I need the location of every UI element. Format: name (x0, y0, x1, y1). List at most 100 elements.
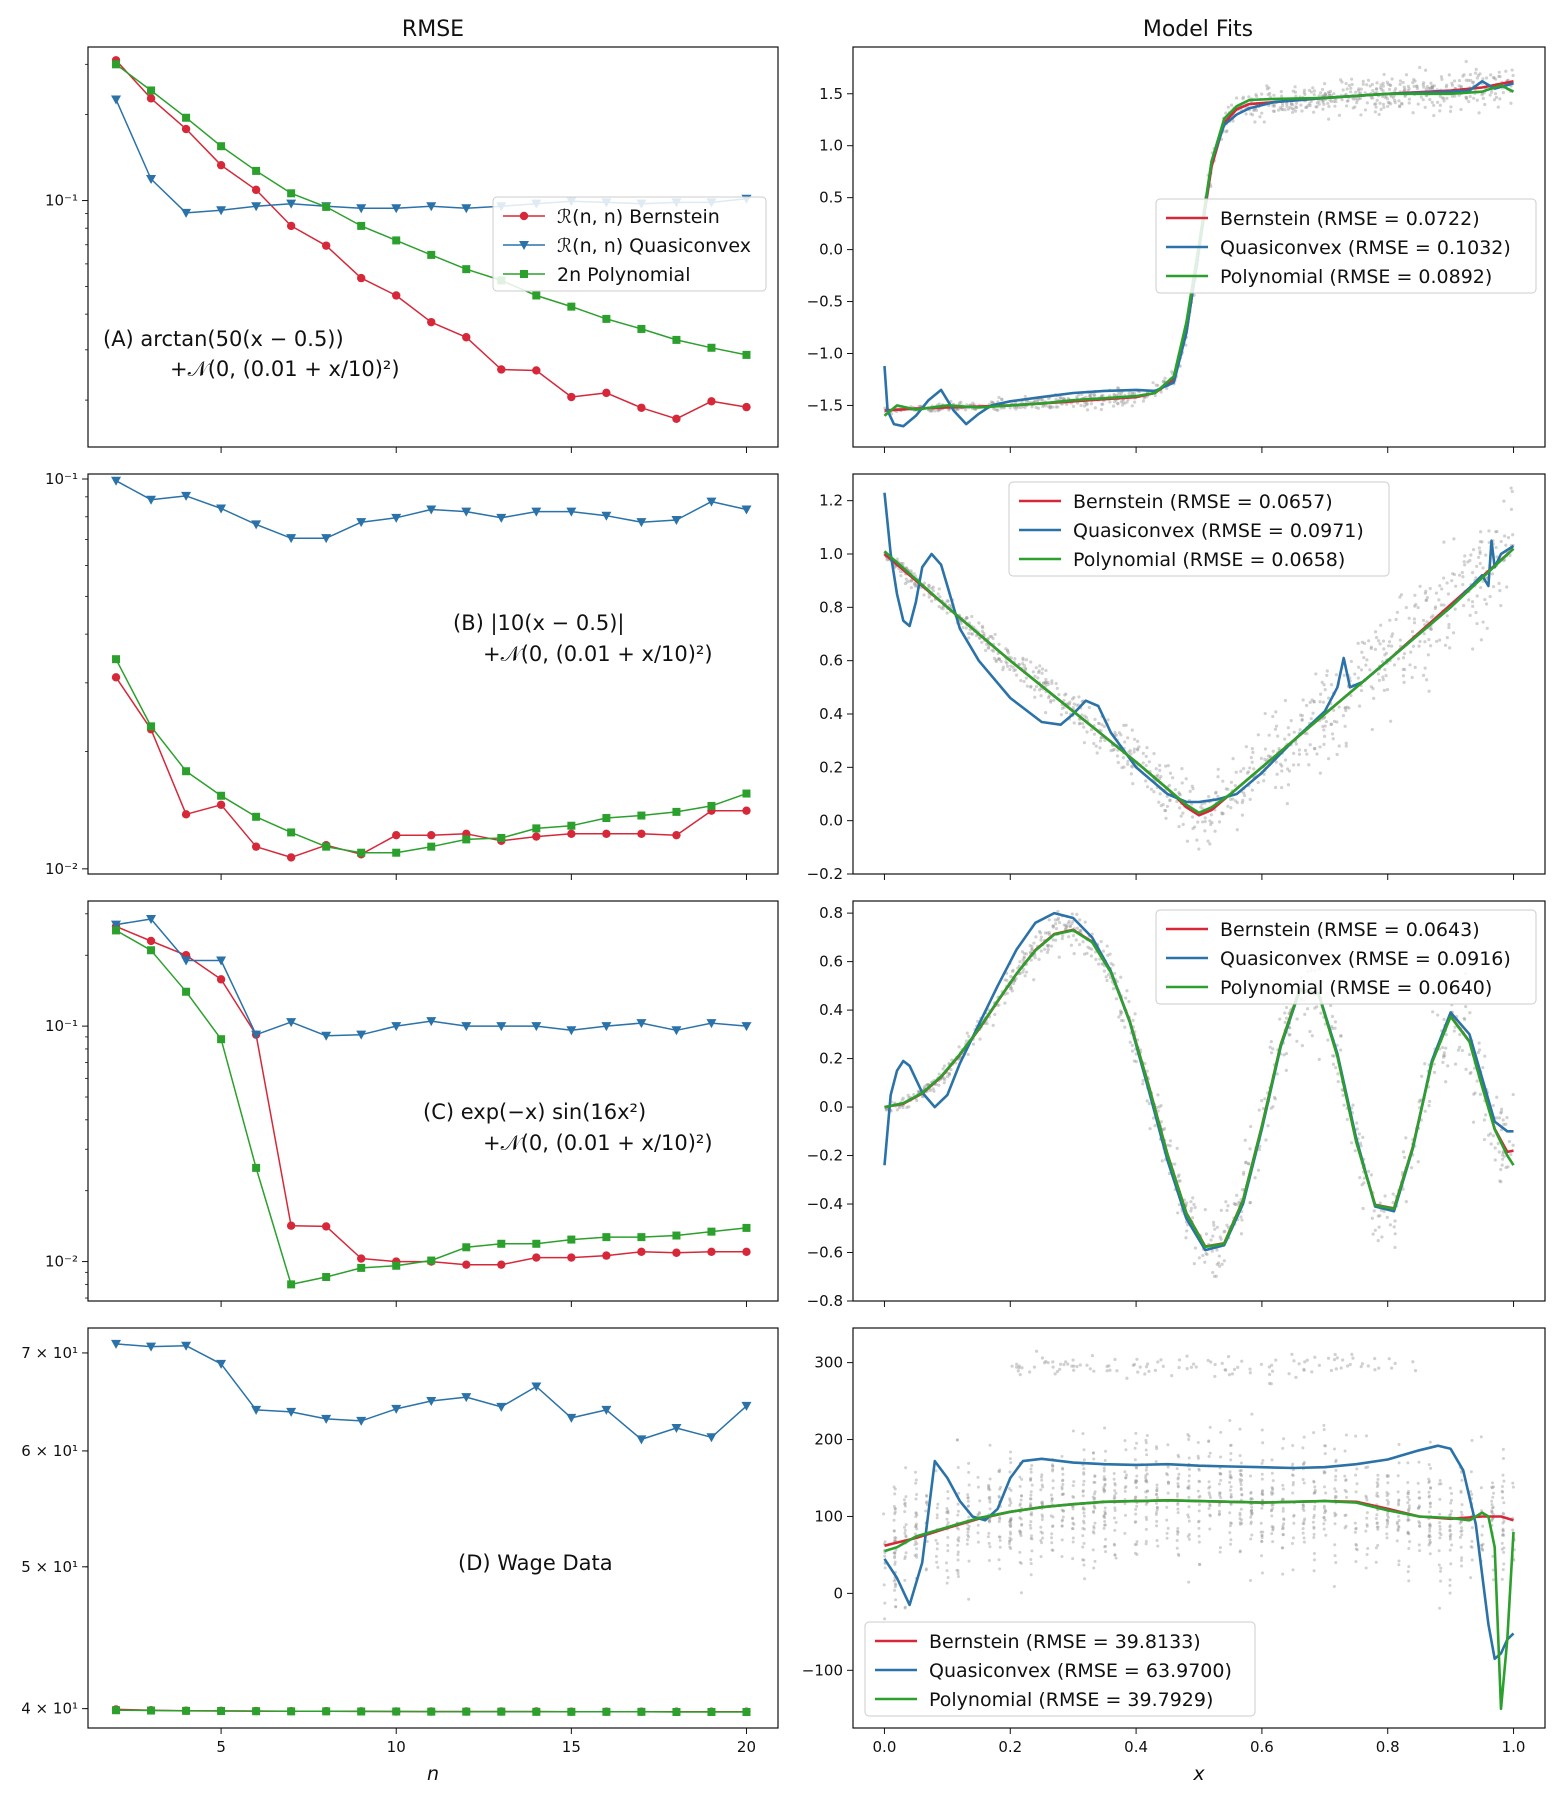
D-fit-x-tick-label: 1.0 (1502, 1738, 1526, 1756)
D-rmse-x-tick-label: 15 (562, 1738, 581, 1756)
D-rmse-point (601, 1405, 612, 1415)
panel-annotation: (C) exp(−x) sin(16x²) (423, 1100, 646, 1124)
C-rmse-point (496, 1022, 507, 1032)
C-fit-y-tick-label: 0.2 (819, 1050, 843, 1068)
legend-box (1155, 909, 1537, 1005)
D-fit-panel: 0.0 0.2 0.4 0.6 0.8 1.0 300 200 100 0 −100 x Bernste… (802, 1327, 1546, 1785)
B-rmse-point (286, 534, 297, 544)
D-rmse-x-axis-label: n (427, 1763, 439, 1785)
B-rmse-point (426, 505, 437, 515)
B-rmse-point (427, 842, 436, 851)
B-rmse-point (706, 497, 717, 507)
D-rmse-point (216, 1359, 227, 1369)
legend-entry: Polynomial (RMSE = 39.7929) (929, 1689, 1213, 1711)
legend-entry: Bernstein (RMSE = 0.0657) (1073, 491, 1333, 513)
C-rmse-point (672, 1231, 681, 1240)
A-rmse-point (356, 204, 367, 214)
C-rmse-point (707, 1227, 716, 1236)
A-rmse-point (251, 202, 262, 212)
A-rmse-point (357, 221, 366, 230)
B-rmse-point (671, 515, 682, 525)
C-rmse-point (567, 1235, 576, 1244)
legend-entry: Quasiconvex (RMSE = 63.9700) (929, 1660, 1232, 1682)
D-rmse-point (146, 1342, 157, 1352)
B-rmse-point (111, 476, 122, 486)
legend-entry: ℛ(n, n) Quasiconvex (557, 235, 751, 257)
A-fit-panel: 1.5 1.0 0.5 0.0 −0.5 −1.0 −1.5 Bernstein (RMSE … (807, 46, 1546, 453)
B-rmse-point (287, 828, 296, 837)
C-rmse-point (392, 1261, 401, 1270)
D-rmse-point (287, 1707, 296, 1716)
D-rmse-y-tick-label: 6 × 10¹ (21, 1442, 78, 1460)
D-rmse-x-tick-label: 5 (216, 1738, 226, 1756)
A-rmse-point (252, 166, 261, 175)
A-rmse-series-quasiconvex-line (115, 99, 747, 214)
D-rmse-point (462, 1707, 471, 1716)
D-rmse-point (112, 1706, 121, 1715)
B-rmse-point (602, 814, 611, 823)
B-fit-axes-frame (852, 473, 1546, 875)
D-rmse-point (531, 1382, 542, 1392)
D-fit-series-polynomial-line (884, 1499, 1515, 1711)
A-rmse-point (287, 189, 296, 198)
B-rmse-point (636, 518, 647, 528)
A-rmse-point (181, 208, 192, 218)
C-rmse-point (322, 1272, 331, 1281)
C-fit-panel: 0.8 0.6 0.4 0.2 0.0 −0.2 −0.4 −0.6 −0.8 Bernstein… (807, 900, 1546, 1310)
A-rmse-point (111, 95, 122, 105)
D-rmse-point (637, 1707, 646, 1716)
C-rmse-point (497, 1239, 506, 1248)
A-fit-y-tick-label: −1.5 (807, 396, 843, 414)
B-rmse-point (216, 504, 227, 514)
D-rmse-y-tick-label: 7 × 10¹ (21, 1344, 78, 1362)
legend-entry: Bernstein (RMSE = 0.0643) (1220, 919, 1480, 941)
legend-box (492, 196, 767, 292)
A-rmse-point (356, 273, 366, 283)
A-rmse-point (286, 221, 296, 231)
C-rmse-point (147, 946, 156, 955)
B-rmse-point (637, 829, 646, 838)
panel-annotation: +𝒩(0, (0.01 + x/10)²) (483, 642, 713, 666)
A-rmse-point (146, 94, 156, 103)
D-rmse-point (426, 1397, 437, 1407)
D-rmse-point (356, 1416, 367, 1426)
A-fit-legend: Bernstein (RMSE = 0.0722) Quasiconvex (RM… (1155, 198, 1537, 294)
B-rmse-point (742, 789, 751, 798)
C-rmse-y-tick-label: 10⁻¹ (45, 1017, 78, 1035)
A-rmse-point (742, 402, 751, 412)
D-rmse-point (286, 1407, 297, 1417)
C-rmse-point (567, 1253, 576, 1262)
B-fit-plot-area (883, 486, 1515, 851)
A-fit-series-polynomial-line (883, 84, 1515, 417)
D-fit-x-axis-label: x (1192, 1763, 1205, 1785)
A-rmse-point (462, 333, 471, 342)
legend-entry: Polynomial (RMSE = 0.0658) (1073, 549, 1345, 571)
A-rmse-point (602, 314, 611, 323)
A-rmse-point (461, 204, 472, 214)
C-fit-y-tick-label: 0.8 (819, 904, 843, 922)
C-rmse-point (217, 1035, 226, 1044)
B-rmse-point (112, 655, 121, 664)
panel-annotation: +𝒩(0, (0.01 + x/10)²) (170, 357, 400, 381)
B-fit-y-tick-label: 0.2 (819, 758, 843, 776)
D-fit-axes-frame (852, 1327, 1546, 1729)
A-rmse-point (532, 291, 541, 300)
rmse-column-title: RMSE (402, 17, 464, 42)
C-fit-series-polynomial-line (884, 928, 1515, 1249)
A-rmse-point (112, 60, 121, 69)
C-fit-y-tick-label: 0.0 (819, 1098, 843, 1116)
B-rmse-point (497, 833, 506, 842)
D-rmse-x-tick-label: 10 (387, 1738, 406, 1756)
C-rmse-plot-area (111, 915, 752, 1289)
A-rmse-point (707, 343, 716, 352)
B-rmse-point (286, 853, 296, 862)
C-rmse-point (461, 1022, 472, 1032)
D-rmse-point (217, 1707, 226, 1716)
C-fit-y-tick-label: −0.6 (807, 1244, 843, 1262)
D-rmse-point (391, 1404, 402, 1414)
C-rmse-point (497, 1260, 506, 1269)
C-rmse-point (287, 1280, 296, 1289)
A-fit-y-tick-label: 1.0 (819, 137, 843, 155)
C-fit-y-tick-label: −0.8 (807, 1292, 843, 1310)
